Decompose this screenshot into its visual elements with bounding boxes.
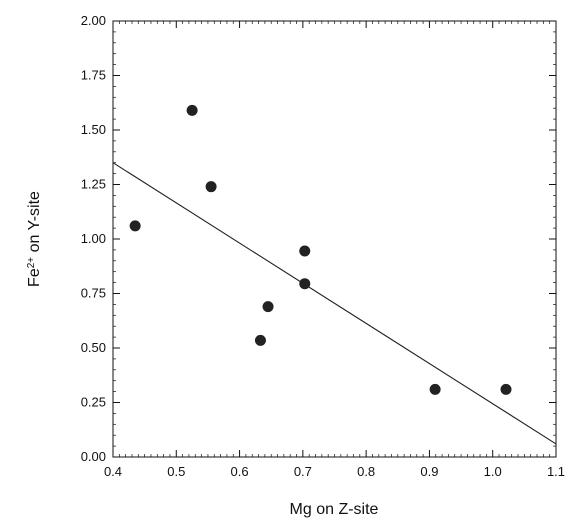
x-tick-labels: 0.4 0.5 0.6 0.7 0.8 0.9 1.0 1.1 [104,464,565,479]
data-point [262,301,274,313]
x-tick-label: 1.1 [547,464,565,479]
axis-ticks [112,20,557,458]
data-point [205,181,217,193]
y-tick-label: 1.50 [81,122,106,137]
x-tick-label: 1.0 [484,464,502,479]
data-point [429,383,441,395]
y-axis-label-rest: on Y-site [26,191,43,257]
x-tick-label: 0.6 [231,464,249,479]
x-tick-label: 0.7 [294,464,312,479]
y-axis-label-main: Fe [26,268,43,287]
y-tick-label: 1.00 [81,231,106,246]
data-point [254,334,266,346]
data-point [299,245,311,257]
y-tick-label: 1.75 [81,68,106,83]
x-tick-label: 0.4 [104,464,122,479]
y-tick-label: 0.75 [81,286,106,301]
y-tick-label: 2.00 [81,13,106,28]
y-tick-label: 0.25 [81,395,106,410]
data-point [129,220,141,232]
y-axis-label-superscript: 2+ [26,257,37,269]
x-tick-label: 0.8 [357,464,375,479]
y-tick-label: 1.25 [81,177,106,192]
y-tick-label: 0.50 [81,340,106,355]
regression-line [112,162,557,445]
y-tick-label: 0.00 [81,449,106,464]
data-point [299,278,311,290]
x-axis-label: Mg on Z-site [290,501,379,518]
x-tick-label: 0.9 [420,464,438,479]
data-point [500,383,512,395]
data-point [186,104,198,116]
y-axis-label: Fe2+ on Y-site [26,191,44,287]
plot-frame [112,20,557,458]
data-points [129,104,512,395]
y-tick-labels: 0.00 0.25 0.50 0.75 1.00 1.25 1.50 1.75 2.00 [81,13,106,464]
x-tick-label: 0.5 [167,464,185,479]
